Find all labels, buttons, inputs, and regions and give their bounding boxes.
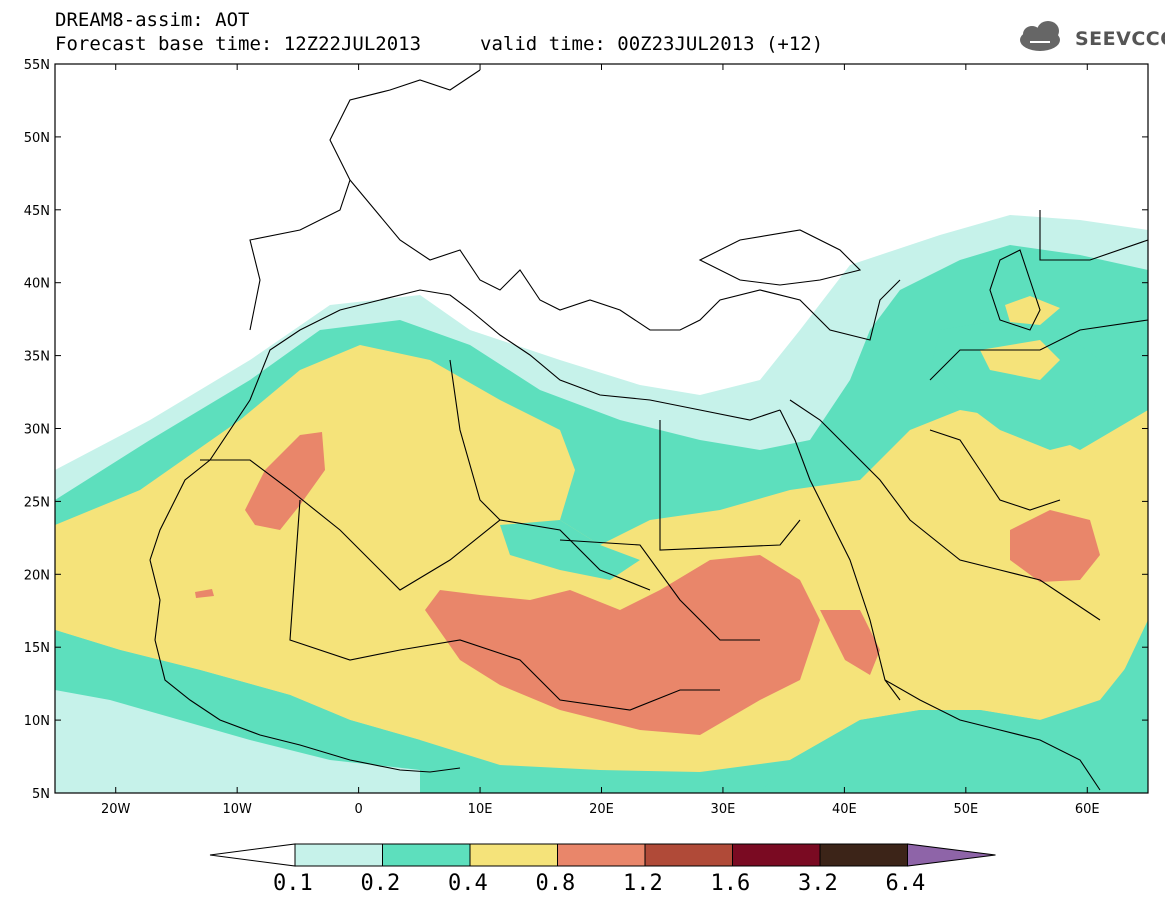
lat-tick-label: 45N	[24, 204, 50, 219]
lat-tick-label: 50N	[24, 131, 50, 146]
latitude-axis: 55N 50N 45N 40N 35N 30N 25N 20N 15N 10N 5N	[24, 58, 1148, 802]
lon-tick-label: 20E	[589, 802, 614, 817]
lon-tick-label: 10E	[468, 802, 493, 817]
colorbar-segment	[557, 843, 646, 867]
aot-field	[55, 64, 1148, 793]
valid-time: valid time: 00Z23JUL2013 (+12)	[480, 33, 824, 55]
colorbar-level-label: 0.1	[273, 871, 313, 896]
lat-tick-label: 10N	[24, 714, 50, 729]
lon-tick-label: 0	[354, 802, 362, 817]
forecast-base-time: Forecast base time: 12Z22JUL2013	[55, 33, 422, 55]
colorbar-level-label: 1.6	[710, 871, 751, 896]
colorbar-level-label: 3.2	[798, 871, 838, 896]
colorbar-level-label: 0.4	[448, 871, 488, 896]
lat-tick-label: 15N	[24, 641, 50, 656]
colorbar-segment	[382, 843, 471, 867]
lon-tick-label: 60E	[1075, 802, 1100, 817]
colorbar-level-label: 6.4	[885, 871, 926, 896]
logo-text: SEEVCCC	[1075, 28, 1165, 50]
lon-tick-label: 50E	[953, 802, 978, 817]
colorbar-arrow-low	[209, 843, 296, 867]
lat-tick-label: 20N	[24, 568, 50, 583]
lon-tick-label: 20W	[101, 802, 131, 817]
colorbar-segment	[732, 843, 821, 867]
lat-tick-label: 35N	[24, 350, 50, 365]
colorbar	[209, 843, 996, 867]
lon-tick-label: 40E	[832, 802, 857, 817]
longitude-axis: 20W 10W 0 10E 20E 30E 40E 50E 60E	[101, 64, 1100, 817]
lat-tick-label: 30N	[24, 423, 50, 438]
colorbar-level-label: 0.8	[535, 871, 576, 896]
colorbar-level-label: 1.2	[623, 871, 663, 896]
map-title: DREAM8-assim: AOT	[55, 9, 250, 31]
colorbar-level-label: 0.2	[360, 871, 401, 896]
lat-tick-label: 55N	[24, 58, 50, 73]
colorbar-arrow-high	[907, 843, 996, 867]
lat-tick-label: 25N	[24, 495, 50, 510]
colorbar-segment	[294, 843, 383, 867]
lon-tick-label: 10W	[222, 802, 252, 817]
colorbar-segment	[644, 843, 733, 867]
lat-tick-label: 5N	[32, 787, 50, 802]
cloud-logo-icon	[1020, 21, 1060, 51]
lat-tick-label: 40N	[24, 277, 50, 292]
colorbar-segment	[819, 843, 908, 867]
coastlines	[149, 69, 1148, 791]
colorbar-segment	[469, 843, 558, 867]
lon-tick-label: 30E	[711, 802, 736, 817]
aot-contour-0.8	[425, 555, 820, 735]
